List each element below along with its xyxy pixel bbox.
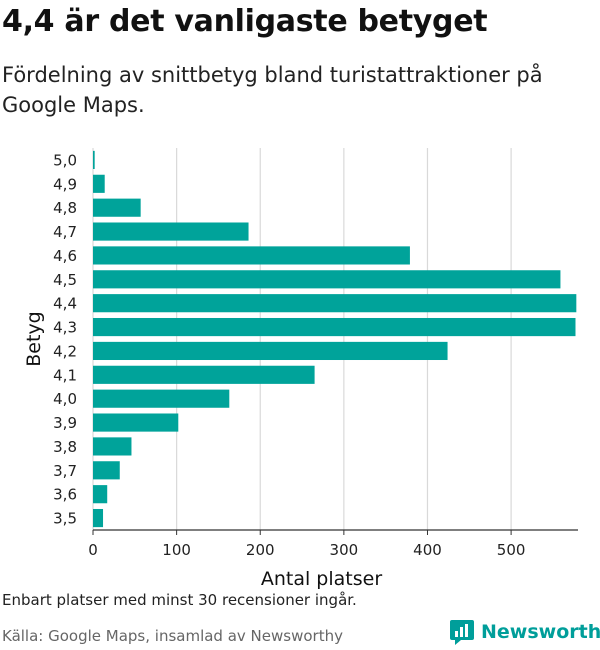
y-tick-label: 3,9 xyxy=(53,414,77,432)
bar xyxy=(93,294,577,313)
bar xyxy=(93,437,132,456)
brand-logo: Newsworthy xyxy=(449,618,600,646)
y-tick-label: 4,5 xyxy=(53,271,77,289)
y-tick-label: 3,6 xyxy=(53,486,77,504)
bar xyxy=(93,485,108,504)
bar-chart: 5,0 4,9 4,8 4,7 4,6 4,5 4,4 4,3 4,2 4,1 4,0 3,9 3,8 3… xyxy=(23,148,578,590)
bar xyxy=(93,317,576,337)
bar xyxy=(93,198,141,217)
brand-name: Newsworthy xyxy=(481,621,600,643)
y-tick-label: 4,3 xyxy=(53,319,77,337)
y-axis-title: Betyg xyxy=(23,311,45,366)
x-tick-labels: 0 100 200 300 400 500 xyxy=(88,541,525,559)
bar xyxy=(93,150,95,170)
chart-title: 4,4 är det vanligaste betyget xyxy=(2,4,488,39)
bar xyxy=(93,413,179,432)
y-tick-label: 4,7 xyxy=(53,223,77,241)
y-tick-label: 4,0 xyxy=(53,390,77,408)
x-axis-title: Antal platser xyxy=(261,568,382,590)
bar xyxy=(93,246,410,265)
y-tick-label: 4,2 xyxy=(53,342,77,360)
x-tick-label: 0 xyxy=(88,541,98,559)
y-tick-label: 4,6 xyxy=(53,247,77,265)
x-tick-label: 100 xyxy=(162,541,191,559)
bar xyxy=(93,270,561,289)
y-tick-labels: 5,0 4,9 4,8 4,7 4,6 4,5 4,4 4,3 4,2 4,1 4,0 3,9 3,8 3… xyxy=(53,151,77,527)
x-tick-label: 200 xyxy=(246,541,275,559)
y-tick-label: 3,5 xyxy=(53,510,77,528)
chart-subtitle: Fördelning av snittbetyg bland turistatt… xyxy=(2,63,543,117)
y-tick-label: 5,0 xyxy=(53,151,77,169)
bars xyxy=(93,150,577,528)
bar xyxy=(93,222,249,241)
bar xyxy=(93,461,120,480)
y-tick-label: 3,7 xyxy=(53,462,77,480)
bar xyxy=(93,508,104,528)
bar xyxy=(93,365,315,384)
y-tick-label: 4,1 xyxy=(53,366,77,384)
bar xyxy=(93,389,230,408)
x-tick-label: 400 xyxy=(413,541,442,559)
y-tick-label: 4,9 xyxy=(53,175,77,193)
source-credit: Källa: Google Maps, insamlad av Newswort… xyxy=(2,627,343,645)
newsworthy-logo-icon xyxy=(450,620,474,645)
x-tick-label: 500 xyxy=(497,541,526,559)
footnote: Enbart platser med minst 30 recensioner … xyxy=(2,591,357,609)
bar xyxy=(93,341,448,361)
x-tick-label: 300 xyxy=(330,541,359,559)
grid-lines xyxy=(92,148,512,535)
bar xyxy=(93,174,105,193)
y-tick-label: 4,8 xyxy=(53,199,77,217)
y-tick-label: 3,8 xyxy=(53,438,77,456)
y-tick-label: 4,4 xyxy=(53,295,77,313)
